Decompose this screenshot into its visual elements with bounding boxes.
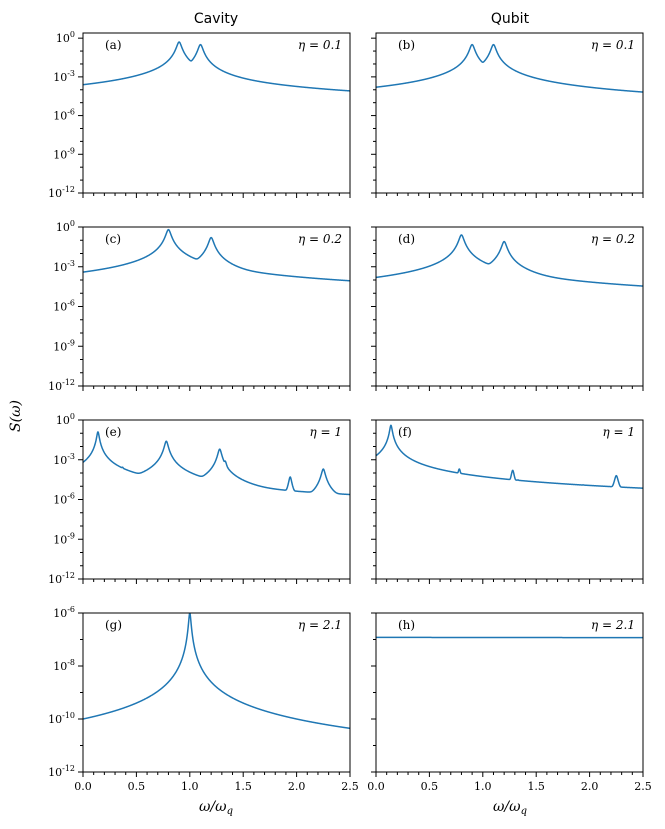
panel-h: 0.0 0.5 1.0 1.5 2.0 2.5 (h) η = 2.1 [367, 612, 652, 793]
x-tick-label: 2.5 [341, 780, 359, 793]
y-tick-label: 10-9 [53, 531, 75, 546]
x-axis-label-left: ω/ωq [199, 799, 233, 817]
panel-f: (f) η = 1 [371, 419, 644, 584]
spectrum-line-e [83, 431, 350, 496]
col-title-qubit: Qubit [491, 11, 530, 27]
spectrum-line-b [376, 43, 643, 93]
y-tick-label: 10-12 [48, 185, 75, 200]
spectrum-line-a [83, 41, 350, 92]
x-tick-label: 1.5 [527, 780, 545, 793]
y-tick-label: 10-12 [48, 378, 75, 393]
spectrum-line-g [83, 613, 350, 730]
axes-frame [375, 419, 644, 580]
y-tick-label: 10-6 [53, 108, 75, 123]
x-tick-label: 1.0 [474, 780, 492, 793]
eta-annotation: η = 0.2 [298, 232, 342, 246]
eta-annotation: η = 1 [309, 425, 342, 439]
axes-frame [375, 32, 644, 194]
x-tick-label: 2.5 [634, 780, 652, 793]
eta-annotation: η = 2.1 [298, 618, 342, 632]
y-tick-label: 10-6 [53, 299, 75, 314]
x-tick-label: 1.5 [234, 780, 252, 793]
panel-a: 100 10-3 10-6 10-9 10-12 (a) η = 0.1 [48, 30, 351, 200]
y-tick-label: 10-9 [53, 338, 75, 353]
axes-frame [82, 32, 351, 194]
axes-frame [82, 226, 351, 387]
y-tick-label: 10-6 [53, 492, 75, 507]
x-tick-label: 0.5 [128, 780, 146, 793]
y-tick-label: 10-12 [48, 571, 75, 586]
panel-c: 100 10-3 10-6 10-9 10-12 (c) η = 0.2 [48, 219, 351, 393]
x-tick-label: 1.0 [181, 780, 199, 793]
panel-label: (b) [398, 38, 415, 52]
eta-annotation: η = 0.2 [591, 232, 635, 246]
panel-label: (d) [398, 232, 415, 246]
eta-annotation: η = 0.1 [298, 38, 342, 52]
x-tick-label: 2.0 [288, 780, 306, 793]
y-tick-label: 10-3 [53, 69, 75, 84]
y-tick-label: 10-9 [53, 146, 75, 161]
y-tick-label: 10-3 [53, 259, 75, 274]
spectrum-line-f [376, 424, 643, 489]
y-tick-label: 10-6 [53, 605, 75, 620]
axes-frame [375, 226, 644, 387]
axes-frame [82, 612, 351, 773]
panel-e: 100 10-3 10-6 10-9 10-12 (e) η = 1 [48, 412, 351, 586]
panel-label: (f) [398, 425, 412, 439]
x-tick-label: 2.0 [581, 780, 599, 793]
x-axis-label-right: ω/ωq [493, 799, 527, 817]
x-tick-label: 0.0 [74, 780, 92, 793]
y-tick-label: 10-8 [53, 658, 75, 673]
col-title-cavity: Cavity [194, 11, 238, 27]
y-tick-label: 10-12 [48, 764, 75, 779]
panel-g: 0.0 0.5 1.0 1.5 2.0 2.5 10-6 10-8 10-10 10-12 (g) η… [48, 605, 359, 793]
y-tick-label: 100 [56, 219, 75, 234]
panel-d: (d) η = 0.2 [371, 226, 644, 391]
eta-annotation: η = 2.1 [591, 618, 635, 632]
x-tick-label: 0.5 [421, 780, 439, 793]
y-axis-label: S(ω) [8, 400, 24, 432]
panel-label: (g) [105, 618, 122, 632]
panel-b: (b) η = 0.1 [371, 32, 644, 198]
y-tick-label: 10-3 [53, 452, 75, 467]
x-tick-label: 0.0 [367, 780, 385, 793]
panel-label: (h) [398, 618, 415, 632]
y-tick-label: 100 [56, 30, 75, 45]
eta-annotation: η = 0.1 [591, 38, 635, 52]
y-tick-label: 100 [56, 412, 75, 427]
y-tick-label: 10-10 [48, 711, 75, 726]
spectrum-line-c [83, 228, 350, 282]
spectrum-line-d [376, 234, 643, 287]
panel-label: (c) [105, 232, 121, 246]
eta-annotation: η = 1 [602, 425, 635, 439]
panel-label: (e) [105, 425, 121, 439]
panel-label: (a) [105, 38, 122, 52]
axes-frame [82, 419, 351, 580]
